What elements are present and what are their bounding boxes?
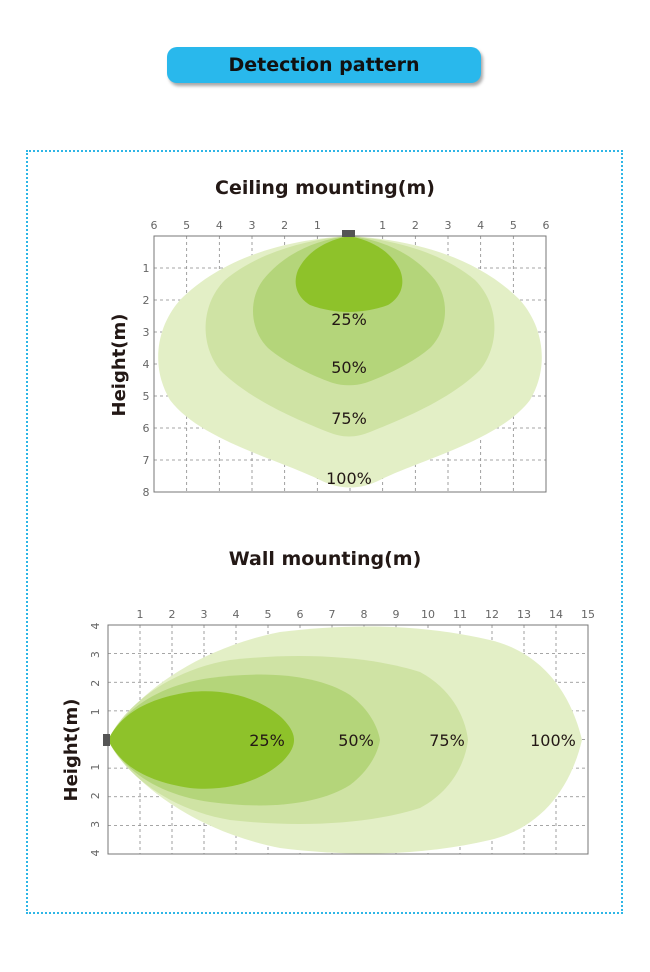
wall-x-tick: 6 xyxy=(297,608,304,621)
ceiling-y-tick: 6 xyxy=(143,422,150,435)
ceiling-x-tick: 2 xyxy=(281,219,288,232)
wall-y-tick: 4 xyxy=(89,623,102,630)
wall-zone-25 xyxy=(108,691,294,789)
wall-y-tick: 2 xyxy=(89,792,102,799)
wall-label-75: 75% xyxy=(429,731,465,750)
wall-title: Wall mounting(m) xyxy=(228,548,422,570)
ceiling-x-tick: 3 xyxy=(249,219,256,232)
ceiling-x-tick: 6 xyxy=(543,219,550,232)
ceiling-label-75: 75% xyxy=(331,409,367,428)
wall-sensor-icon xyxy=(103,734,110,746)
ceiling-y-tick: 2 xyxy=(143,294,150,307)
ceiling-label-50: 50% xyxy=(331,358,367,377)
wall-y-tick: 1 xyxy=(89,764,102,771)
diagram-frame xyxy=(26,150,623,914)
wall-y-tick: 2 xyxy=(89,680,102,687)
wall-y-tick: 4 xyxy=(89,850,102,857)
wall-x-tick: 4 xyxy=(233,608,240,621)
ceiling-x-tick: 1 xyxy=(379,219,386,232)
ceiling-y-tick: 3 xyxy=(143,326,150,339)
ceiling-x-tick: 6 xyxy=(151,219,158,232)
ceiling-label-25: 25% xyxy=(331,310,367,329)
wall-x-ticks: 1 2 3 4 5 6 7 8 9 10 11 12 13 14 15 xyxy=(137,608,596,621)
ceiling-y-label: Height(m) xyxy=(109,314,130,417)
wall-label-100: 100% xyxy=(530,731,576,750)
ceiling-x-tick: 5 xyxy=(510,219,517,232)
wall-x-tick: 10 xyxy=(421,608,435,621)
ceiling-x-tick: 3 xyxy=(445,219,452,232)
wall-x-tick: 9 xyxy=(393,608,400,621)
ceiling-y-tick: 8 xyxy=(143,486,150,499)
wall-x-tick: 2 xyxy=(169,608,176,621)
ceiling-y-tick: 1 xyxy=(143,262,150,275)
ceiling-x-tick: 4 xyxy=(216,219,223,232)
wall-y-ticks: 4 3 2 1 1 2 3 4 xyxy=(89,623,102,857)
wall-y-tick: 3 xyxy=(89,821,102,828)
ceiling-x-tick: 1 xyxy=(314,219,321,232)
ceiling-y-ticks: 1 2 3 4 5 6 7 8 xyxy=(143,262,150,499)
ceiling-x-tick: 5 xyxy=(183,219,190,232)
ceiling-y-tick: 4 xyxy=(143,358,150,371)
wall-y-tick: 3 xyxy=(89,651,102,658)
ceiling-zone-25 xyxy=(295,236,403,312)
ceiling-x-tick: 4 xyxy=(477,219,484,232)
wall-y-label: Height(m) xyxy=(61,699,82,802)
ceiling-y-tick: 7 xyxy=(143,454,150,467)
wall-x-tick: 3 xyxy=(201,608,208,621)
wall-x-tick: 1 xyxy=(137,608,144,621)
wall-x-tick: 14 xyxy=(549,608,563,621)
wall-x-tick: 5 xyxy=(265,608,272,621)
ceiling-x-tick: 2 xyxy=(412,219,419,232)
wall-x-tick: 8 xyxy=(361,608,368,621)
wall-label-50: 50% xyxy=(338,731,374,750)
ceiling-sensor-icon xyxy=(342,230,355,237)
header-title: Detection pattern xyxy=(228,54,420,76)
ceiling-x-ticks: 6 5 4 3 2 1 1 2 3 4 5 6 xyxy=(151,219,550,232)
ceiling-title: Ceiling mounting(m) xyxy=(215,177,435,199)
ceiling-label-100: 100% xyxy=(326,469,372,488)
ceiling-y-tick: 5 xyxy=(143,390,150,403)
wall-y-tick: 1 xyxy=(89,708,102,715)
detection-pattern-header: Detection pattern xyxy=(167,47,481,83)
wall-x-tick: 11 xyxy=(453,608,467,621)
wall-x-tick: 12 xyxy=(485,608,499,621)
wall-x-tick: 13 xyxy=(517,608,531,621)
wall-x-tick: 15 xyxy=(581,608,595,621)
wall-x-tick: 7 xyxy=(329,608,336,621)
wall-label-25: 25% xyxy=(249,731,285,750)
